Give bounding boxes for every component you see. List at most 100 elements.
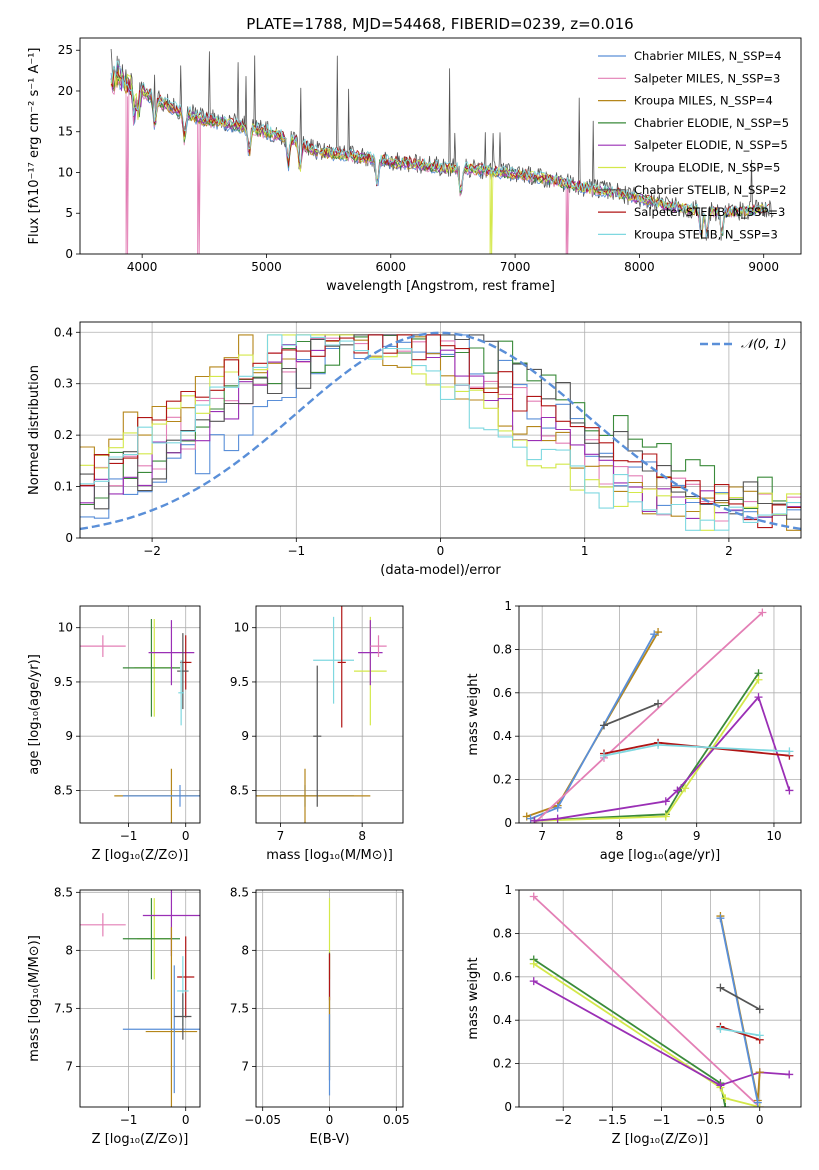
mass-weight-line <box>720 1025 760 1041</box>
point-marker <box>755 1005 764 1014</box>
plot-body <box>80 606 200 823</box>
plot-4: 7 8 9 10 0 0.2 0.4 0.6 0.8 1 age [log₁₀(age/yr)] ma… <box>466 599 802 863</box>
point-marker <box>661 797 670 806</box>
axes-frame <box>79 321 802 539</box>
axes-frame <box>518 889 802 1108</box>
x-tick-label: −0.05 <box>244 1113 281 1127</box>
point-marker <box>553 803 562 812</box>
x-tick-label: 5000 <box>251 260 282 274</box>
point-marker <box>661 812 670 821</box>
plot-body <box>256 606 403 823</box>
y-axis-label: Flux [fλ10⁻¹⁷ erg cm⁻² s⁻¹ A⁻¹] <box>27 48 42 245</box>
y-tick-label: 15 <box>58 125 73 139</box>
plot-body <box>80 890 200 1107</box>
point-marker <box>785 1070 794 1079</box>
point-marker <box>529 892 538 901</box>
axes-frame <box>255 605 404 824</box>
y-tick-label: 25 <box>58 43 73 57</box>
legend-label: Kroupa STELIB, N_SSP=3 <box>634 227 778 241</box>
plot-body <box>110 48 774 254</box>
x-tick-label: −2 <box>143 544 161 558</box>
mass-weight-line <box>533 980 790 1087</box>
y-axis-label: Normed distribution <box>27 365 42 495</box>
x-axis-label: mass [log₁₀(M/M⊙)] <box>266 848 393 863</box>
point-marker <box>716 914 725 923</box>
axes-frame <box>79 605 201 824</box>
y-tick-label: 8 <box>241 943 249 957</box>
point-marker <box>755 1068 764 1077</box>
x-tick-label: −1 <box>653 1113 671 1127</box>
plot-2: −1 0 8.5 9 9.5 10 Z [log₁₀(Z/Z⊙)] age [log₁₀(ag… <box>27 605 201 863</box>
y-tick-label: 1 <box>504 599 512 613</box>
y-tick-label: 20 <box>58 84 73 98</box>
plots-container: 4000 5000 6000 7000 8000 90000510152025wavele… <box>27 37 802 1147</box>
x-tick-label: 0 <box>182 829 190 843</box>
x-tick-label: −1 <box>287 544 305 558</box>
x-tick-label: 2 <box>725 544 733 558</box>
plot-body <box>80 322 801 538</box>
x-tick-label: 6000 <box>376 260 407 274</box>
point-marker <box>529 977 538 986</box>
point-marker <box>650 630 659 639</box>
plot-0: 4000 5000 6000 7000 8000 9000 0 5 10 15 20 25 wavele… <box>27 37 802 294</box>
plot-6: −0.05 0 0.05 7 7.5 8 8.5 E(B-V) <box>230 885 410 1147</box>
y-tick-label: 0.2 <box>493 1057 512 1071</box>
y-tick-label: 8 <box>65 943 73 957</box>
y-axis-label: mass [log₁₀(M/M⊙)] <box>27 935 42 1062</box>
x-tick-label: 8 <box>616 829 624 843</box>
mass-weight-line <box>719 918 759 1103</box>
y-tick-label: 0.4 <box>493 1013 512 1027</box>
x-axis-label: wavelength [Angstrom, rest frame] <box>326 279 555 294</box>
point-marker <box>758 608 767 617</box>
mass-weight-line <box>534 679 760 822</box>
y-tick-label: 7 <box>65 1059 73 1073</box>
x-tick-label: 9 <box>693 829 701 843</box>
x-tick-label: 7 <box>277 829 285 843</box>
plot-body <box>519 606 801 823</box>
y-tick-label: 0.6 <box>493 970 512 984</box>
histogram-step <box>80 334 801 531</box>
x-tick-label: −2 <box>554 1113 572 1127</box>
point-marker <box>721 1094 730 1103</box>
x-tick-label: 9000 <box>748 260 779 274</box>
legend-label: Salpeter STELIB, N_SSP=3 <box>634 205 785 219</box>
x-tick-label: 7 <box>538 829 546 843</box>
mass-weight-line <box>530 633 655 820</box>
x-tick-label: 4000 <box>127 260 158 274</box>
y-axis-label: mass weight <box>466 957 481 1039</box>
plot-1: −2 −1 0 1 2 0 0.1 0.2 0.3 0.4 (data-model)/error No… <box>27 321 802 578</box>
axes-frame <box>518 605 802 824</box>
y-tick-label: 9.5 <box>230 675 249 689</box>
point-marker <box>716 1024 725 1033</box>
mass-weight-line <box>533 958 727 1107</box>
mass-weight-line <box>533 895 761 1107</box>
y-tick-label: 10 <box>234 621 249 635</box>
point-marker <box>654 740 663 749</box>
y-tick-label: 0.3 <box>54 377 73 391</box>
x-tick-label: 10 <box>766 829 781 843</box>
axes-frame <box>255 889 404 1108</box>
plot-body <box>256 890 403 1107</box>
y-tick-label: 8.5 <box>54 885 73 899</box>
y-tick-label: 0 <box>65 531 73 545</box>
y-tick-label: 8.5 <box>54 783 73 797</box>
y-tick-label: 7.5 <box>230 1001 249 1015</box>
y-tick-label: 0.4 <box>54 325 73 339</box>
point-marker <box>681 784 690 793</box>
y-tick-label: 0 <box>504 1100 512 1114</box>
mass-weight-line <box>603 702 659 727</box>
legend-label: Chabrier STELIB, N_SSP=2 <box>634 183 786 197</box>
legend-label: 𝒩(0, 1) <box>741 336 787 351</box>
point-marker <box>785 786 794 795</box>
y-tick-label: 7 <box>241 1059 249 1073</box>
figure-title: PLATE=1788, MJD=54468, FIBERID=0239, z=0… <box>246 15 633 33</box>
point-marker <box>529 959 538 968</box>
spectrum-line <box>110 60 770 238</box>
legend-label: Salpeter ELODIE, N_SSP=5 <box>634 138 788 152</box>
y-tick-label: 7.5 <box>54 1001 73 1015</box>
legend-label: Salpeter MILES, N_SSP=3 <box>634 71 780 85</box>
y-axis-label: mass weight <box>466 673 481 755</box>
point-marker <box>599 751 608 760</box>
legend-label: Chabrier ELODIE, N_SSP=5 <box>634 116 789 130</box>
point-marker <box>673 786 682 795</box>
